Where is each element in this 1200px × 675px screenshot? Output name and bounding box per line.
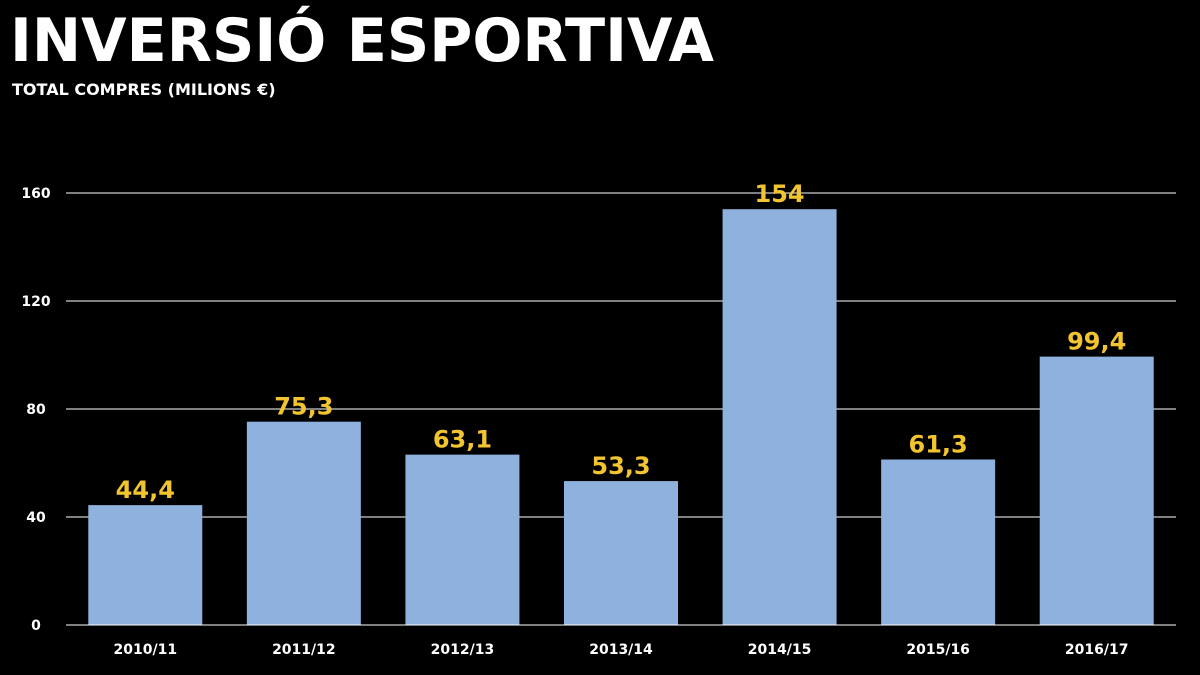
bar-2014-15 [722, 209, 837, 625]
bar-2010-11 [88, 505, 203, 625]
value-label: 99,4 [1067, 328, 1126, 356]
x-tick-label: 2013/14 [589, 642, 653, 658]
y-tick-label: 160 [21, 186, 50, 202]
x-tick-label: 2016/17 [1065, 642, 1129, 658]
value-label: 53,3 [591, 452, 650, 480]
x-tick-label: 2015/16 [906, 642, 970, 658]
bar-2015-16 [881, 459, 996, 625]
chart-title: INVERSIÓ ESPORTIVA [10, 6, 714, 76]
bar-2013-14 [564, 481, 678, 625]
x-tick-label: 2014/15 [748, 642, 812, 658]
y-tick-label: 80 [26, 402, 46, 418]
value-label: 63,1 [433, 426, 492, 454]
bar-2016-17 [1039, 356, 1154, 625]
y-tick-label: 40 [26, 510, 46, 526]
x-tick-label: 2012/13 [431, 642, 495, 658]
value-label: 75,3 [274, 393, 333, 421]
y-tick-label: 0 [31, 618, 41, 634]
chart-subtitle: TOTAL COMPRES (MILIONS €) [12, 80, 276, 99]
bar-2011-12 [246, 421, 361, 625]
x-tick-label: 2010/11 [114, 642, 178, 658]
value-label: 154 [755, 180, 805, 208]
x-tick-label: 2011/12 [272, 642, 336, 658]
value-label: 61,3 [909, 430, 968, 458]
value-label: 44,4 [116, 476, 175, 504]
bar-2012-13 [405, 454, 520, 625]
y-tick-label: 120 [21, 294, 50, 310]
